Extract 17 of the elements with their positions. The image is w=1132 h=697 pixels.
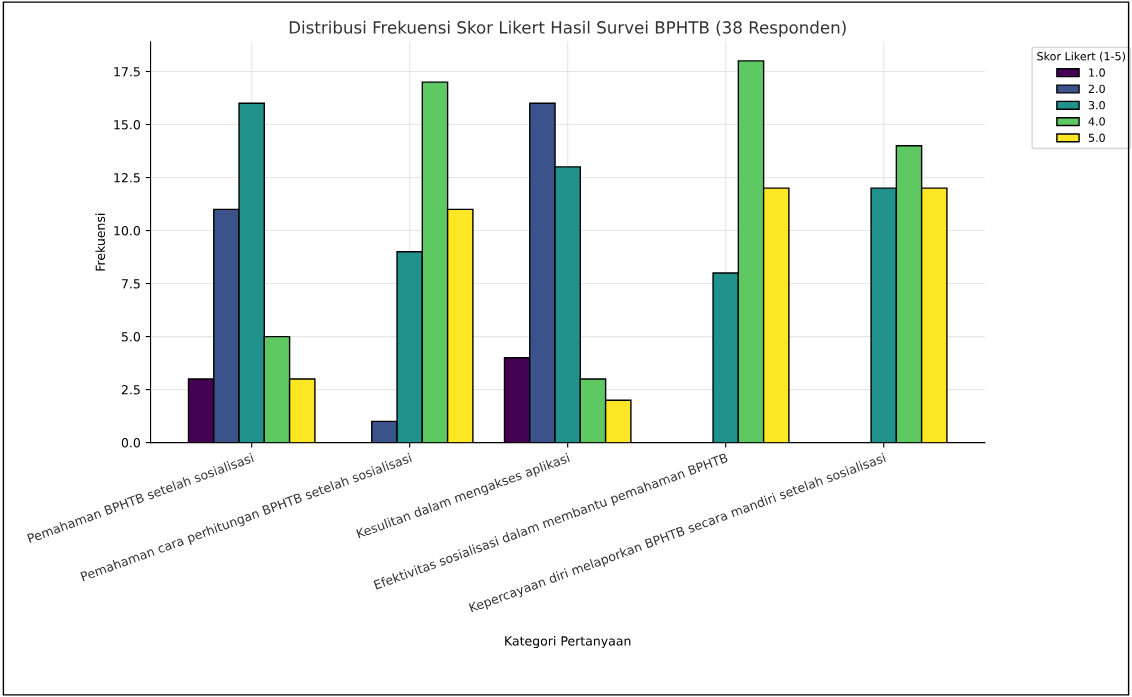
legend-label: 5.0 <box>1088 133 1105 142</box>
y-tick-label: 15.0 <box>114 119 140 130</box>
legend-title: Skor Likert (1-5) <box>1037 51 1125 62</box>
y-axis-title: Frekuensi <box>95 213 106 271</box>
y-tick-label: 10.0 <box>114 226 140 236</box>
x-axis-title: Kategori Pertanyaan <box>505 635 631 649</box>
y-tick-label: 12.5 <box>114 173 140 183</box>
chart-title: Distribusi Frekuensi Skor Likert Hasil Survei BPHTB (38 Responden) <box>289 20 846 37</box>
y-tick-label: 17.5 <box>114 67 140 77</box>
y-tick-label: 2.5 <box>121 385 140 395</box>
y-tick-label: 7.5 <box>121 279 140 289</box>
legend-label: 2.0 <box>1088 84 1105 94</box>
y-tick-label: 5.0 <box>121 332 140 342</box>
y-tick-label: 0.0 <box>121 438 140 448</box>
legend-label: 4.0 <box>1088 117 1105 126</box>
legend-label: 3.0 <box>1088 100 1105 110</box>
legend-label: 1.0 <box>1089 68 1105 77</box>
